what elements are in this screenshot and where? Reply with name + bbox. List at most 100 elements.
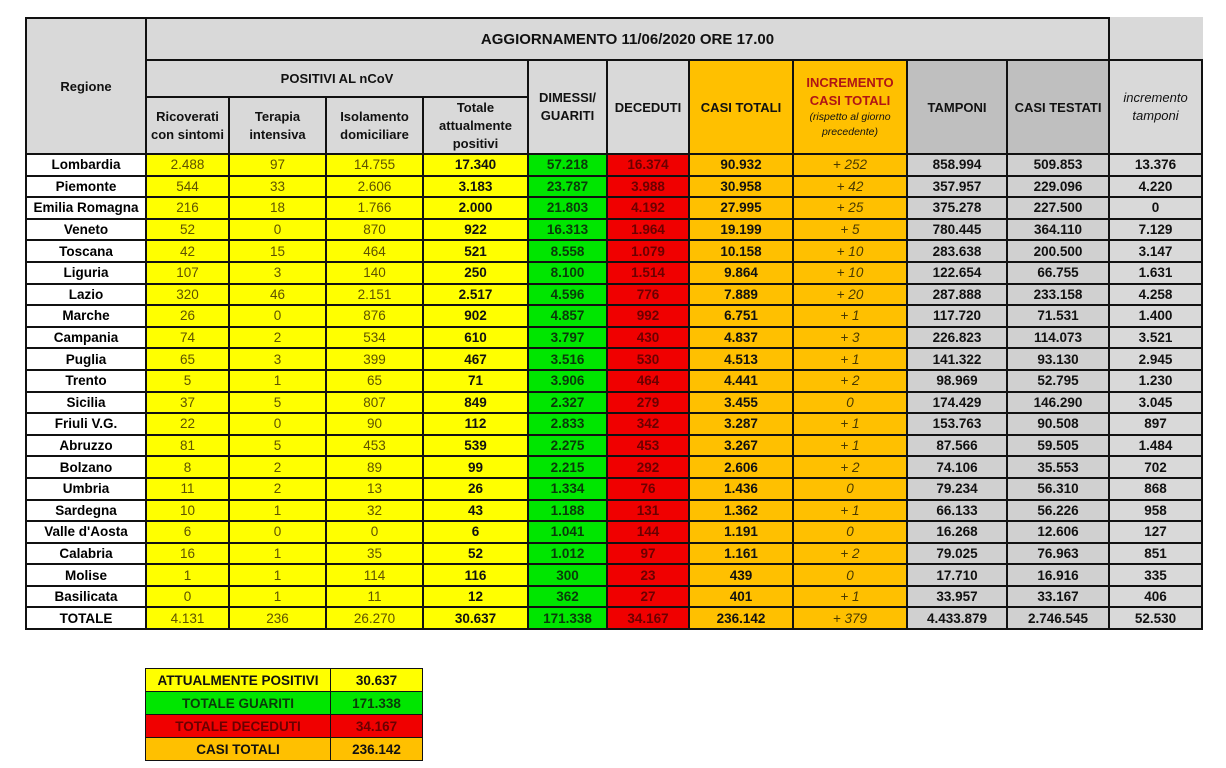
cell-dimessi-guariti: 300	[527, 563, 608, 587]
cell-casi-totali: 3.287	[688, 412, 794, 436]
table-row: Calabria 16 1 35 52 1.012 97 1.161 + 2 79.025 76.9…	[25, 541, 1204, 566]
header-deceduti: DECEDUTI	[606, 59, 690, 155]
cell-deceduti: 34.167	[606, 606, 690, 631]
cell-isolamento: 35	[325, 541, 424, 566]
table-row: Bolzano 8 2 89 99 2.215 292 2.606 + 2 74.106 35.55…	[25, 455, 1204, 479]
cell-incremento-casi: 0	[792, 563, 908, 587]
cell-dimessi-guariti: 8.558	[527, 239, 608, 263]
cell-totale-positivi: 112	[422, 412, 529, 436]
header-update-date: AGGIORNAMENTO 11/06/2020 ORE 17.00	[144, 17, 1111, 61]
cell-totale-positivi: 467	[422, 347, 529, 371]
summary-value: 236.142	[330, 737, 423, 761]
cell-isolamento: 11	[325, 584, 424, 609]
cell-terapia-intensiva: 1	[228, 563, 327, 587]
summary-label: ATTUALMENTE POSITIVI	[145, 668, 331, 692]
cell-incremento-casi: 0	[792, 520, 908, 544]
cell-deceduti: 144	[606, 520, 690, 544]
cell-terapia-intensiva: 1	[228, 584, 327, 609]
cell-totale-positivi: 250	[422, 260, 529, 285]
cell-incremento-casi: + 1	[792, 433, 908, 458]
cell-region: Campania	[25, 325, 147, 350]
cell-tamponi: 858.994	[906, 153, 1008, 177]
cell-incremento-casi: + 10	[792, 260, 908, 285]
cell-terapia-intensiva: 3	[228, 260, 327, 285]
cell-incremento-tamponi: 7.129	[1108, 217, 1204, 242]
cell-incremento-tamponi: 851	[1108, 541, 1204, 566]
cell-deceduti: 4.192	[606, 196, 690, 220]
cell-incremento-casi: + 1	[792, 412, 908, 436]
cell-totale-positivi: 43	[422, 498, 529, 523]
cell-casi-testati: 233.158	[1005, 282, 1111, 307]
cell-deceduti: 3.988	[606, 174, 690, 199]
cell-deceduti: 97	[606, 541, 690, 566]
cell-incremento-casi: + 1	[792, 304, 908, 328]
cell-isolamento: 464	[325, 239, 424, 263]
cell-region: Trento	[25, 368, 147, 393]
cell-incremento-tamponi: 1.400	[1108, 304, 1204, 328]
cell-tamponi: 87.566	[906, 433, 1008, 458]
cell-dimessi-guariti: 2.275	[527, 433, 608, 458]
cell-terapia-intensiva: 2	[228, 325, 327, 350]
cell-region: Valle d'Aosta	[25, 520, 147, 544]
cell-dimessi-guariti: 3.797	[527, 325, 608, 350]
cell-ricoverati: 8	[145, 455, 230, 479]
cell-totale-positivi: 2.517	[422, 282, 529, 307]
cell-ricoverati: 216	[145, 196, 230, 220]
table-row: Toscana 42 15 464 521 8.558 1.079 10.158 + 10 283…	[25, 239, 1204, 263]
cell-terapia-intensiva: 0	[228, 304, 327, 328]
header-incremento-label: INCREMENTO CASI TOTALI	[806, 75, 894, 108]
cell-terapia-intensiva: 236	[228, 606, 327, 631]
cell-tamponi: 79.025	[906, 541, 1008, 566]
cell-isolamento: 140	[325, 260, 424, 285]
cell-dimessi-guariti: 1.188	[527, 498, 608, 523]
cell-casi-testati: 76.963	[1005, 541, 1111, 566]
summary-row: ATTUALMENTE POSITIVI 30.637	[145, 668, 423, 692]
cell-deceduti: 530	[606, 347, 690, 371]
table-row: Basilicata 0 1 11 12 362 27 401 + 1 33.957 33.167 4…	[25, 584, 1204, 609]
cell-incremento-tamponi: 4.258	[1108, 282, 1204, 307]
cell-region: Molise	[25, 563, 147, 587]
cell-casi-totali: 4.513	[688, 347, 794, 371]
header-tamponi: TAMPONI	[906, 59, 1008, 155]
cell-terapia-intensiva: 1	[228, 498, 327, 523]
cell-incremento-tamponi: 1.631	[1108, 260, 1204, 285]
cell-totale-positivi: 2.000	[422, 196, 529, 220]
cell-ricoverati: 1	[145, 563, 230, 587]
cell-dimessi-guariti: 4.857	[527, 304, 608, 328]
cell-terapia-intensiva: 1	[228, 541, 327, 566]
cell-totale-positivi: 6	[422, 520, 529, 544]
cell-region: Toscana	[25, 239, 147, 263]
cell-terapia-intensiva: 5	[228, 433, 327, 458]
cell-dimessi-guariti: 2.833	[527, 412, 608, 436]
cell-ricoverati: 52	[145, 217, 230, 242]
cell-tamponi: 357.957	[906, 174, 1008, 199]
cell-terapia-intensiva: 18	[228, 196, 327, 220]
cell-dimessi-guariti: 1.041	[527, 520, 608, 544]
cell-dimessi-guariti: 23.787	[527, 174, 608, 199]
cell-deceduti: 292	[606, 455, 690, 479]
cell-deceduti: 453	[606, 433, 690, 458]
cell-casi-testati: 16.916	[1005, 563, 1111, 587]
cell-incremento-casi: + 2	[792, 455, 908, 479]
cell-casi-totali: 19.199	[688, 217, 794, 242]
cell-dimessi-guariti: 1.012	[527, 541, 608, 566]
summary-value: 34.167	[330, 714, 423, 738]
cell-isolamento: 534	[325, 325, 424, 350]
cell-casi-testati: 200.500	[1005, 239, 1111, 263]
cell-region: Veneto	[25, 217, 147, 242]
cell-casi-testati: 66.755	[1005, 260, 1111, 285]
cell-totale-positivi: 922	[422, 217, 529, 242]
cell-ricoverati: 11	[145, 476, 230, 501]
cell-dimessi-guariti: 2.215	[527, 455, 608, 479]
cell-casi-testati: 71.531	[1005, 304, 1111, 328]
cell-incremento-tamponi: 2.945	[1108, 347, 1204, 371]
cell-isolamento: 399	[325, 347, 424, 371]
cell-incremento-casi: + 2	[792, 541, 908, 566]
cell-terapia-intensiva: 0	[228, 217, 327, 242]
cell-casi-testati: 93.130	[1005, 347, 1111, 371]
cell-deceduti: 23	[606, 563, 690, 587]
cell-incremento-casi: + 10	[792, 239, 908, 263]
cell-ricoverati: 37	[145, 390, 230, 415]
cell-terapia-intensiva: 33	[228, 174, 327, 199]
table-row: Molise 1 1 114 116 300 23 439 0 17.710 16.916 335	[25, 563, 1204, 587]
